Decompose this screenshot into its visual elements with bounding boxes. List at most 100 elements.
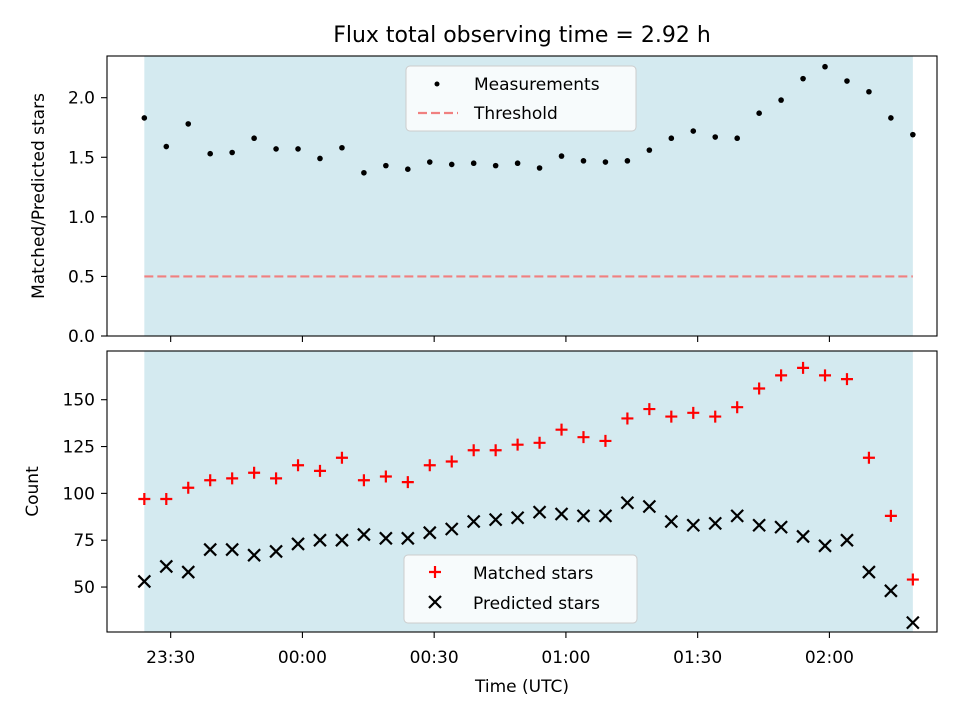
matched-stars-point [797,361,810,374]
predicted-stars-point [620,495,635,510]
measurement-point [756,110,762,116]
y-tick-label: 75 [73,531,95,551]
predicted-stars-point [906,615,920,630]
matched-stars-point [335,451,348,464]
predicted-stars-point [203,542,217,557]
measurement-point [295,146,301,152]
matched-stars-point [709,410,722,423]
predicted-stars-point [181,565,196,579]
y-tick-label: 1.5 [68,148,95,168]
matched-stars-point [533,436,546,449]
matched-stars-point [204,474,217,487]
x-axis-label: Time (UTC) [474,677,569,697]
matched-stars-point [511,438,524,451]
measurement-point [339,144,345,151]
matched-stars-legend-label: Matched stars [473,564,593,584]
x-tick-label: 23:30 [146,648,195,668]
predicted-stars-point [488,512,503,527]
y-tick-label: 125 [63,438,95,458]
matched-stars-point [687,406,700,419]
measurements-legend-label: Measurements [474,75,600,95]
y-tick-label: 1.0 [68,208,95,228]
measurement-point [536,165,543,171]
matched-stars-point [182,481,195,494]
predicted-stars-point [423,525,437,540]
measurement-point [426,159,433,165]
measurement-point [888,115,894,121]
count-panel: 50 75 100 125 150 Count [23,350,938,638]
matched-stars-point [445,455,458,468]
predicted-stars-point [313,533,327,547]
measurement-point [514,160,521,167]
y-tick-label: 0.5 [68,267,95,287]
predicted-stars-point [466,514,481,529]
ratio-legend-box [405,65,637,132]
chart-title: Flux total observing time = 2.92 h [333,23,711,48]
matched-stars-point [489,444,502,457]
predicted-stars-point [884,584,898,598]
predicted-stars-point [730,509,744,523]
measurement-point [734,135,740,142]
matched-stars-point [731,401,744,414]
matched-stars-point [467,444,480,457]
measurement-point [778,97,784,103]
matched-stars-point [357,474,370,487]
matched-stars-point [160,492,173,505]
matched-stars-legend-marker [429,566,441,578]
predicted-stars-point [708,516,723,531]
measurement-point [163,143,170,150]
matched-stars-point [862,451,875,464]
matched-stars-point [753,382,766,395]
measurement-point [383,162,389,169]
matched-stars-point [819,369,832,382]
predicted-stars-legend-marker [428,595,442,609]
x-tick-label: 00:00 [278,648,327,668]
measurement-point [646,147,653,153]
matched-stars-point [226,472,239,485]
x-axis: 23:30 00:00 00:30 01:00 01:30 02:00 [146,648,854,668]
measurement-point [229,149,235,156]
matched-stars-point [906,573,919,586]
predicted-stars-point [752,518,766,532]
measurement-point [317,155,323,162]
predicted-stars-point [664,514,679,529]
count-legend: Matched stars Predicted stars [403,554,638,624]
measurement-point [800,75,806,82]
x-tick-label: 01:30 [673,648,722,668]
measurement-point [822,63,828,70]
measurement-point [470,160,477,167]
y-tick-label: 0.0 [68,327,95,347]
matched-stars-point [401,476,414,489]
x-tick-label: 01:00 [541,648,590,668]
predicted-stars-point [642,499,657,514]
predicted-stars-legend-label: Predicted stars [473,594,600,614]
measurement-point [185,121,192,127]
predicted-stars-point [686,518,701,532]
matched-stars-point [138,492,151,505]
matched-stars-point [621,412,634,425]
measurement-point [910,131,916,138]
predicted-stars-point [554,507,569,521]
measurement-point [580,158,587,164]
measurement-point [558,153,565,159]
predicted-stars-point [401,531,415,546]
y-tick-label: 2.0 [68,89,95,109]
measurement-point [492,162,499,169]
count-legend-box [403,554,638,624]
y-axis-label: Count [23,466,43,517]
y-tick-label: 100 [63,484,95,504]
plot-frame [106,350,938,633]
predicted-stars-point [357,527,371,542]
measurement-point [690,128,697,134]
matched-stars-point [577,431,590,444]
y-tick-label: 150 [63,391,95,411]
measurements-legend-marker [434,81,440,87]
predicted-stars-point [576,509,591,523]
y-axis-label: Matched/Predicted stars [29,93,49,299]
predicted-stars-point [379,531,393,546]
predicted-stars-point [269,544,283,559]
plot-frame [106,55,938,337]
matched-stars-point [555,423,568,436]
predicted-stars-point [137,574,152,589]
